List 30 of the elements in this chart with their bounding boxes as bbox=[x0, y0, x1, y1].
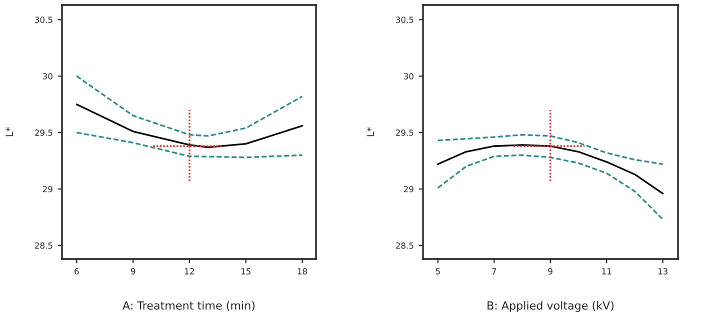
x-tick-label: 9 bbox=[548, 268, 552, 274]
y-axis-title: L* bbox=[6, 127, 13, 136]
y-tick-label: 28.5 bbox=[396, 242, 414, 249]
y-tick-label: 30.5 bbox=[396, 16, 414, 23]
x-tick-label: 13 bbox=[658, 268, 668, 274]
line-series bbox=[76, 104, 304, 148]
x-tick-label: 15 bbox=[241, 268, 250, 274]
x-tick-label: 9 bbox=[130, 268, 136, 274]
x-tick-label: 5 bbox=[436, 268, 440, 274]
line-series bbox=[437, 154, 664, 220]
y-tick-label: 29.5 bbox=[396, 130, 414, 136]
x-tick-label: 12 bbox=[185, 268, 194, 274]
y-tick-label: 30.5 bbox=[35, 16, 52, 23]
y-tick-label: 30 bbox=[43, 73, 52, 80]
line-series bbox=[76, 132, 304, 158]
line-series bbox=[437, 144, 664, 194]
y-tick-label: 28.5 bbox=[35, 242, 52, 249]
x-tick-label: 7 bbox=[492, 268, 496, 274]
line-series bbox=[437, 134, 664, 166]
y-tick-label: 30 bbox=[404, 73, 414, 80]
x-tick-label: 18 bbox=[298, 268, 308, 274]
y-tick-label: 29.5 bbox=[35, 130, 52, 136]
y-tick-label: 29 bbox=[42, 186, 52, 192]
x-axis-title: A: Treatment time (min) bbox=[122, 301, 255, 311]
line-series bbox=[76, 75, 304, 137]
x-tick-label: 6 bbox=[74, 268, 79, 274]
x-axis-title: B: Applied voltage (kV) bbox=[488, 301, 614, 312]
x-tick-label: 11 bbox=[602, 268, 612, 274]
y-tick-label: 29 bbox=[404, 186, 414, 192]
y-axis-title: L* bbox=[366, 127, 374, 136]
